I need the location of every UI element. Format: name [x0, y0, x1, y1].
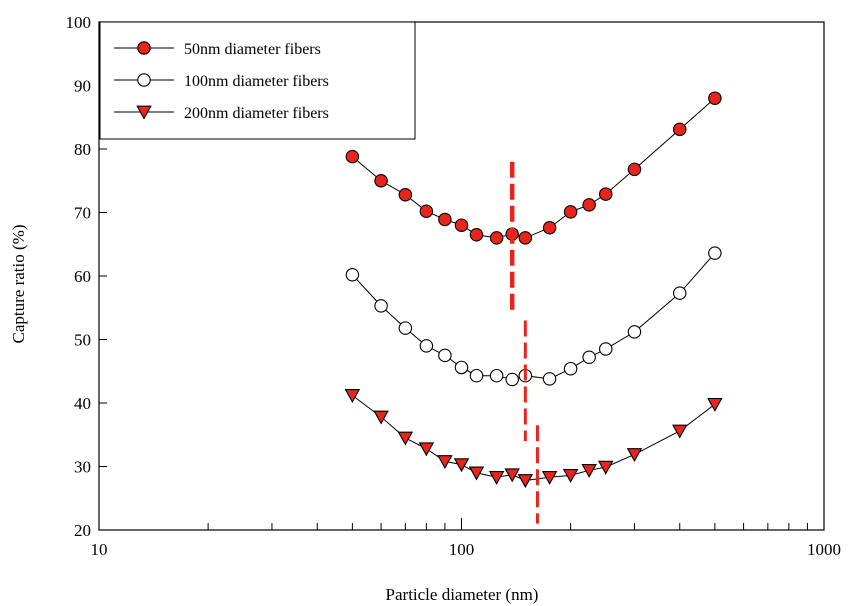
data-point: [582, 198, 596, 212]
data-point: [454, 360, 469, 375]
series-3: [344, 389, 723, 489]
series-group: [344, 91, 723, 489]
data-point: [397, 431, 414, 446]
data-point: [563, 361, 578, 376]
data-point: [707, 397, 723, 412]
data-point: [373, 410, 389, 425]
series-2: [345, 246, 722, 387]
data-point: [437, 455, 453, 470]
data-point: [708, 91, 722, 105]
data-point: [542, 372, 557, 386]
data-point: [398, 321, 413, 335]
y-tick-label: 100: [66, 13, 92, 32]
data-point: [418, 442, 435, 457]
data-point: [453, 458, 470, 473]
legend-label: 100nm diameter fibers: [184, 73, 329, 90]
data-point: [542, 220, 557, 235]
data-point: [345, 149, 360, 164]
data-point: [374, 299, 388, 313]
data-point: [345, 267, 360, 282]
y-tick-label: 70: [74, 204, 91, 223]
data-point: [627, 162, 642, 177]
data-point: [708, 246, 722, 260]
data-point: [598, 460, 614, 475]
data-point: [419, 339, 434, 353]
legend-entry: 50nm diameter fibers: [114, 41, 321, 58]
data-point: [438, 348, 452, 363]
data-point: [505, 372, 519, 387]
x-tick-label: 100: [449, 540, 475, 559]
data-point: [581, 463, 597, 478]
legend-marker: [137, 73, 151, 87]
data-point: [454, 218, 469, 232]
data-point: [398, 187, 413, 202]
data-point: [469, 227, 484, 242]
data-point: [518, 231, 533, 245]
data-point: [468, 466, 485, 481]
legend-label: 200nm diameter fibers: [184, 105, 329, 122]
x-tick-label: 10: [91, 540, 108, 559]
y-tick-label: 50: [74, 331, 91, 350]
legend-label: 50nm diameter fibers: [184, 41, 321, 58]
data-point: [438, 212, 452, 227]
data-point: [344, 389, 361, 403]
data-point: [541, 470, 558, 485]
data-point: [582, 350, 596, 365]
data-point: [599, 187, 613, 201]
y-tick-label: 90: [74, 77, 91, 96]
data-point: [517, 474, 534, 489]
legend-marker: [136, 105, 152, 120]
legend-entry: 200nm diameter fibers: [114, 105, 329, 122]
legend: 50nm diameter fibers 100nm diameter fiber…: [99, 21, 416, 140]
data-point: [489, 231, 504, 245]
data-point: [672, 424, 688, 439]
legend-entry: 100nm diameter fibers: [114, 73, 329, 90]
data-point: [626, 448, 643, 463]
series-line: [352, 252, 716, 381]
y-tick-label: 40: [74, 394, 91, 413]
minimum-markers: [509, 161, 539, 524]
data-point: [504, 468, 520, 483]
data-point: [627, 325, 642, 339]
data-point: [469, 368, 484, 383]
data-point: [488, 470, 505, 485]
data-point: [419, 204, 434, 218]
legend-marker: [137, 41, 151, 55]
data-point: [599, 342, 613, 356]
x-tick-label: 1000: [807, 540, 841, 559]
y-axis-title: Capture ratio (%): [9, 225, 28, 344]
y-tick-label: 20: [74, 521, 91, 540]
data-point: [672, 286, 687, 300]
data-point: [374, 174, 388, 188]
data-point: [489, 368, 504, 383]
y-tick-label: 80: [74, 140, 91, 159]
data-point: [672, 122, 687, 137]
x-axis-title: Particle diameter (nm): [386, 585, 539, 604]
data-point: [562, 469, 579, 483]
y-tick-label: 30: [74, 458, 91, 477]
y-tick-label: 60: [74, 267, 91, 286]
data-point: [563, 205, 578, 219]
